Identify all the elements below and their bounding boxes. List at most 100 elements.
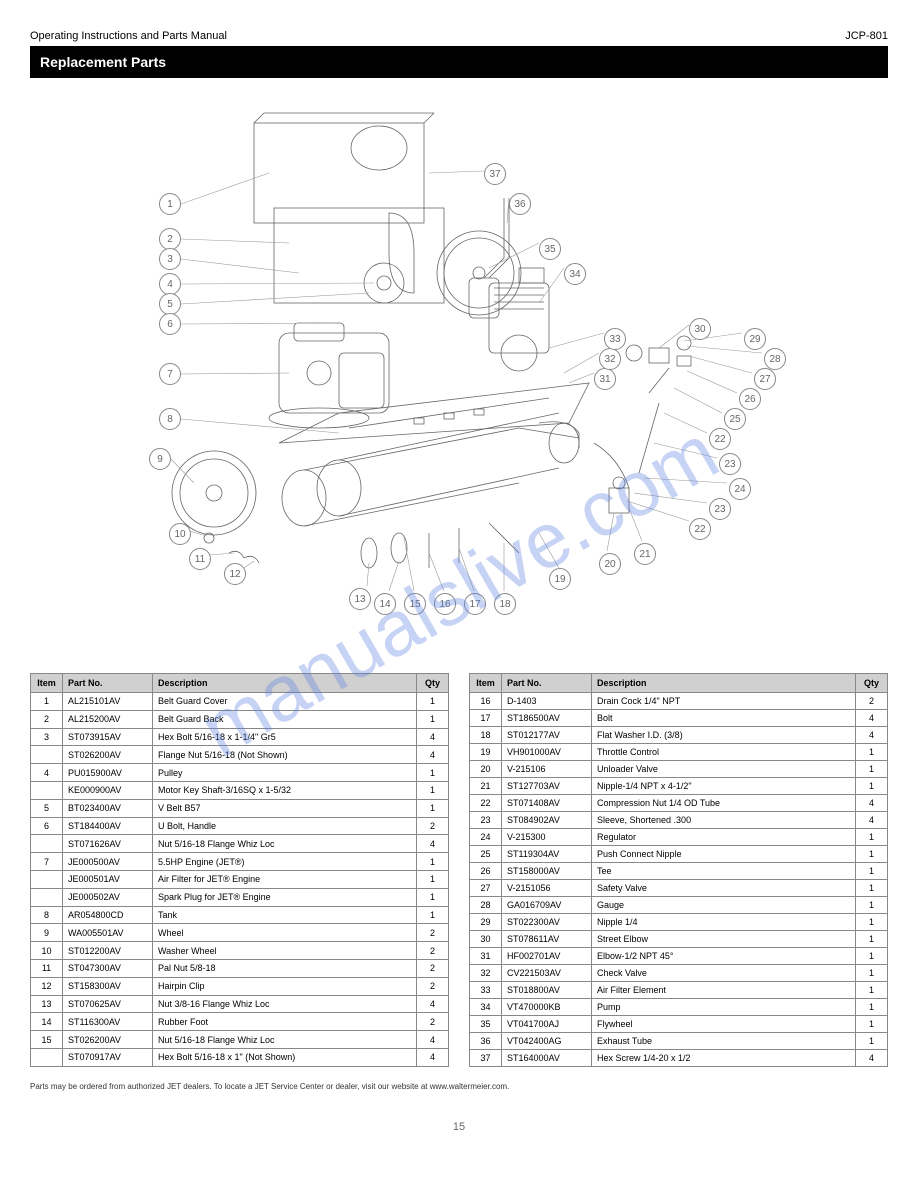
table-cell: Spark Plug for JET® Engine xyxy=(153,888,417,906)
table-cell: ST158300AV xyxy=(63,977,153,995)
table-cell: 1 xyxy=(856,863,888,880)
table-row: 32CV221503AVCheck Valve1 xyxy=(470,965,888,982)
table-cell: AL215200AV xyxy=(63,710,153,728)
table-cell: 8 xyxy=(31,906,63,924)
table-cell: 6 xyxy=(31,817,63,835)
footer-note: Parts may be ordered from authorized JET… xyxy=(30,1082,888,1091)
table-row: 6ST184400AVU Bolt, Handle2 xyxy=(31,817,449,835)
table-cell: 1 xyxy=(417,853,449,871)
table-cell: 4 xyxy=(417,1048,449,1066)
table-cell: 4 xyxy=(417,1031,449,1049)
table-cell: Street Elbow xyxy=(592,931,856,948)
table-cell: 2 xyxy=(417,1013,449,1031)
table-cell: ST070625AV xyxy=(63,995,153,1013)
table-cell: ST071408AV xyxy=(502,795,592,812)
table-cell: V-2151056 xyxy=(502,880,592,897)
table-cell: 4 xyxy=(417,835,449,853)
table-row: 15ST026200AVNut 5/16-18 Flange Whiz Loc4 xyxy=(31,1031,449,1049)
table-row: 23ST084902AVSleeve, Shortened .3004 xyxy=(470,812,888,829)
table-cell: 23 xyxy=(470,812,502,829)
table-cell: 22 xyxy=(470,795,502,812)
callout-bubble: 8 xyxy=(159,408,181,430)
table-cell: ST073915AV xyxy=(63,728,153,746)
table-cell: Hex Screw 1/4-20 x 1/2 xyxy=(592,1050,856,1067)
table-cell: ST012177AV xyxy=(502,727,592,744)
callout-bubble: 19 xyxy=(549,568,571,590)
table-cell: Tank xyxy=(153,906,417,924)
table-cell xyxy=(31,1048,63,1066)
table-row: 5BT023400AVV Belt B571 xyxy=(31,799,449,817)
table-cell: 4 xyxy=(856,727,888,744)
table-cell: V-215106 xyxy=(502,761,592,778)
table-row: 21ST127703AVNipple-1/4 NPT x 4-1/2"1 xyxy=(470,778,888,795)
table-row: 8AR054800CDTank1 xyxy=(31,906,449,924)
callout-bubble: 1 xyxy=(159,193,181,215)
table-cell: ST012200AV xyxy=(63,942,153,960)
callout-bubble: 13 xyxy=(349,588,371,610)
table-row: 35VT041700AJFlywheel1 xyxy=(470,1016,888,1033)
table-cell: U Bolt, Handle xyxy=(153,817,417,835)
table-cell: ST164000AV xyxy=(502,1050,592,1067)
table-cell: 5 xyxy=(31,799,63,817)
table-cell: 1 xyxy=(856,846,888,863)
table-cell: 1 xyxy=(856,965,888,982)
table-header-row: ItemPart No.DescriptionQty xyxy=(31,674,449,693)
table-row: 22ST071408AVCompression Nut 1/4 OD Tube4 xyxy=(470,795,888,812)
table-cell: ST116300AV xyxy=(63,1013,153,1031)
table-row: 37ST164000AVHex Screw 1/4-20 x 1/24 xyxy=(470,1050,888,1067)
table-row: 17ST186500AVBolt4 xyxy=(470,710,888,727)
table-cell: Air Filter for JET® Engine xyxy=(153,870,417,888)
table-row: 13ST070625AVNut 3/8-16 Flange Whiz Loc4 xyxy=(31,995,449,1013)
callout-bubble: 10 xyxy=(169,523,191,545)
table-cell: JE000502AV xyxy=(63,888,153,906)
table-cell: PU015900AV xyxy=(63,764,153,782)
table-cell: 37 xyxy=(470,1050,502,1067)
table-cell: 24 xyxy=(470,829,502,846)
table-row: 12ST158300AVHairpin Clip2 xyxy=(31,977,449,995)
table-row: 9WA005501AVWheel2 xyxy=(31,924,449,942)
table-cell: V Belt B57 xyxy=(153,799,417,817)
table-cell: 1 xyxy=(417,870,449,888)
table-cell: 1 xyxy=(856,1016,888,1033)
table-cell: 15 xyxy=(31,1031,63,1049)
table-cell: Hex Bolt 5/16-18 x 1-1/4" Gr5 xyxy=(153,728,417,746)
parts-table-left: ItemPart No.DescriptionQty 1AL215101AVBe… xyxy=(30,673,449,1067)
table-cell: Flange Nut 5/16-18 (Not Shown) xyxy=(153,746,417,764)
callout-bubble: 16 xyxy=(434,593,456,615)
callout-bubble: 35 xyxy=(539,238,561,260)
table-cell: Flat Washer I.D. (3/8) xyxy=(592,727,856,744)
table-cell: 14 xyxy=(31,1013,63,1031)
table-cell: AL215101AV xyxy=(63,693,153,711)
table-cell: ST084902AV xyxy=(502,812,592,829)
table-row: ST071626AVNut 5/16-18 Flange Whiz Loc4 xyxy=(31,835,449,853)
table-cell: VT470000KB xyxy=(502,999,592,1016)
table-cell: 10 xyxy=(31,942,63,960)
title-bar: Replacement Parts xyxy=(30,46,888,78)
callout-bubble: 14 xyxy=(374,593,396,615)
header-right: JCP-801 xyxy=(845,30,888,42)
table-cell: Throttle Control xyxy=(592,744,856,761)
table-row: JE000502AVSpark Plug for JET® Engine1 xyxy=(31,888,449,906)
callout-bubble: 11 xyxy=(189,548,211,570)
table-row: 19VH901000AVThrottle Control1 xyxy=(470,744,888,761)
callout-bubble: 21 xyxy=(634,543,656,565)
table-cell: 4 xyxy=(856,795,888,812)
table-cell: 2 xyxy=(856,693,888,710)
table-row: 18ST012177AVFlat Washer I.D. (3/8)4 xyxy=(470,727,888,744)
callout-bubble: 7 xyxy=(159,363,181,385)
callout-bubble: 24 xyxy=(729,478,751,500)
table-cell: 2 xyxy=(417,977,449,995)
table-row: 16D-1403Drain Cock 1/4" NPT2 xyxy=(470,693,888,710)
table-row: 1AL215101AVBelt Guard Cover1 xyxy=(31,693,449,711)
table-row: 29ST022300AVNipple 1/41 xyxy=(470,914,888,931)
callout-bubble: 23 xyxy=(709,498,731,520)
callout-bubble: 34 xyxy=(564,263,586,285)
table-cell: 5.5HP Engine (JET®) xyxy=(153,853,417,871)
table-col-header: Description xyxy=(153,674,417,693)
table-cell: 1 xyxy=(417,710,449,728)
callout-bubble: 18 xyxy=(494,593,516,615)
table-cell: Check Valve xyxy=(592,965,856,982)
table-cell: 1 xyxy=(856,897,888,914)
table-cell: KE000900AV xyxy=(63,781,153,799)
table-row: 20V-215106Unloader Valve1 xyxy=(470,761,888,778)
